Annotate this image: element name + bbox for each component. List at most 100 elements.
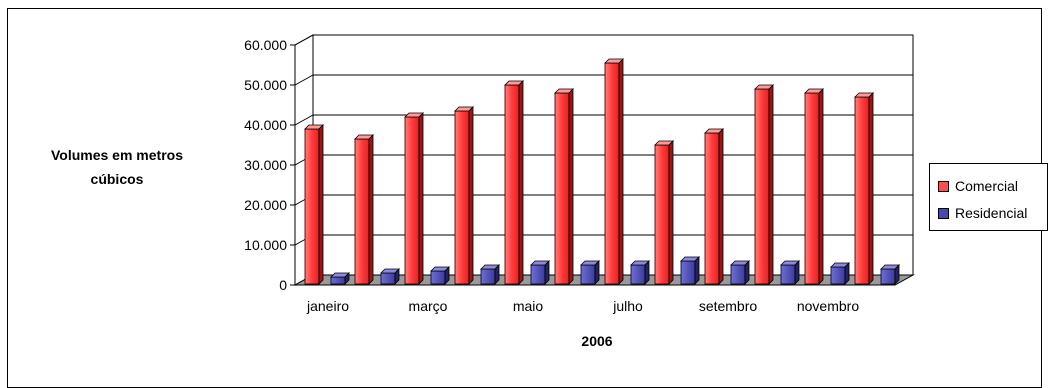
bar-side (794, 260, 800, 285)
y-axis-title-line-1: Volumes em metros (51, 147, 183, 163)
bar-front (430, 270, 446, 285)
y-tick-labels: 0 10.000 20.000 30.000 40.000 50.000 60.000 (244, 37, 287, 293)
bar-comercial-fevereiro (354, 134, 374, 285)
bar-front (780, 264, 796, 285)
y-tick-label-3: 30.000 (244, 157, 287, 173)
bar-residencial-julho (630, 260, 650, 285)
bar-comercial-julho (604, 58, 624, 285)
bar-side (568, 88, 574, 285)
bar-front (604, 62, 620, 285)
bar-comercial-junho (554, 88, 574, 285)
bar-front (730, 264, 746, 285)
bar-front (830, 266, 846, 285)
x-tick-label-julho: julho (612, 298, 643, 314)
legend-label-residencial: Residencial (955, 205, 1028, 221)
bar-side (644, 260, 650, 285)
y-tick-label-5: 50.000 (244, 77, 287, 93)
bar-front (504, 84, 520, 285)
bar-residencial-novembro (830, 262, 850, 285)
gridline-side-6 (294, 34, 314, 46)
y-tick-label-0: 0 (279, 277, 287, 293)
bar-front (530, 264, 546, 285)
bar-residencial-janeiro (330, 272, 350, 285)
bar-comercial-abril (454, 106, 474, 285)
axes (290, 44, 895, 286)
bar-side (768, 84, 774, 285)
bar-side (694, 256, 700, 285)
bar-front (380, 272, 396, 285)
bar-comercial-novembro (804, 88, 824, 285)
bar-comercial-outubro (754, 84, 774, 285)
bar-residencial-abril (480, 264, 500, 285)
bar-front (704, 132, 720, 285)
bar-front (554, 92, 570, 285)
y-tick-label-6: 60.000 (244, 37, 287, 53)
bar-front (404, 116, 420, 285)
x-tick-labels: janeiro março maio julho setembro novembro (306, 298, 859, 314)
bar-front (480, 268, 496, 285)
bar-comercial-maio (504, 80, 524, 285)
bar-residencial-fevereiro (380, 268, 400, 285)
y-axis-title-line-2: cúbicos (91, 171, 144, 187)
bar-front (580, 264, 596, 285)
x-tick-label-maio: maio (513, 298, 544, 314)
bar-side (718, 128, 724, 285)
y-tick-label-4: 40.000 (244, 117, 287, 133)
bar-front (880, 268, 896, 285)
gridline-side-5 (294, 74, 314, 86)
bar-side (344, 272, 350, 285)
legend: Comercial Residencial (929, 163, 1048, 231)
bar-side (318, 124, 324, 285)
gridline-side-4 (294, 114, 314, 126)
bar-side (444, 266, 450, 285)
bar-front (454, 110, 470, 285)
x-tick-label-novembro: novembro (797, 298, 859, 314)
legend-item-residencial: Residencial (938, 204, 1027, 222)
bar-residencial-dezembro (880, 264, 900, 285)
bars (304, 58, 900, 285)
bar-front (854, 96, 870, 285)
bar-side (418, 112, 424, 285)
bar-comercial-março (404, 112, 424, 285)
bar-side (494, 264, 500, 285)
bar-residencial-setembro (730, 260, 750, 285)
bar-comercial-setembro (704, 128, 724, 285)
bar-front (354, 138, 370, 285)
bar-front (304, 128, 320, 285)
bar-residencial-outubro (780, 260, 800, 285)
bar-side (744, 260, 750, 285)
bar-front (804, 92, 820, 285)
y-tick-label-2: 20.000 (244, 197, 287, 213)
bar-side (518, 80, 524, 285)
bar-side (894, 264, 900, 285)
bar-front (654, 144, 670, 285)
bar-front (630, 264, 646, 285)
bar-side (544, 260, 550, 285)
bar-residencial-março (430, 266, 450, 285)
bar-side (818, 88, 824, 285)
bar-front (680, 260, 696, 285)
bar-side (468, 106, 474, 285)
legend-item-comercial: Comercial (938, 177, 1018, 195)
bar-side (668, 140, 674, 285)
bar-comercial-janeiro (304, 124, 324, 285)
bar-side (394, 268, 400, 285)
x-tick-label-março: março (409, 298, 448, 314)
legend-swatch-comercial (938, 180, 949, 192)
bar-side (594, 260, 600, 285)
bar-residencial-agosto (680, 256, 700, 285)
bar-front (330, 276, 346, 285)
bar-residencial-junho (580, 260, 600, 285)
bar-residencial-maio (530, 260, 550, 285)
bar-front (754, 88, 770, 285)
bar-side (868, 92, 874, 285)
bar-side (844, 262, 850, 285)
bar-comercial-agosto (654, 140, 674, 285)
x-tick-label-janeiro: janeiro (306, 298, 349, 314)
x-tick-label-setembro: setembro (699, 298, 758, 314)
legend-label-comercial: Comercial (955, 178, 1019, 194)
bar-comercial-dezembro (854, 92, 874, 285)
bar-side (618, 58, 624, 285)
bar-side (368, 134, 374, 285)
